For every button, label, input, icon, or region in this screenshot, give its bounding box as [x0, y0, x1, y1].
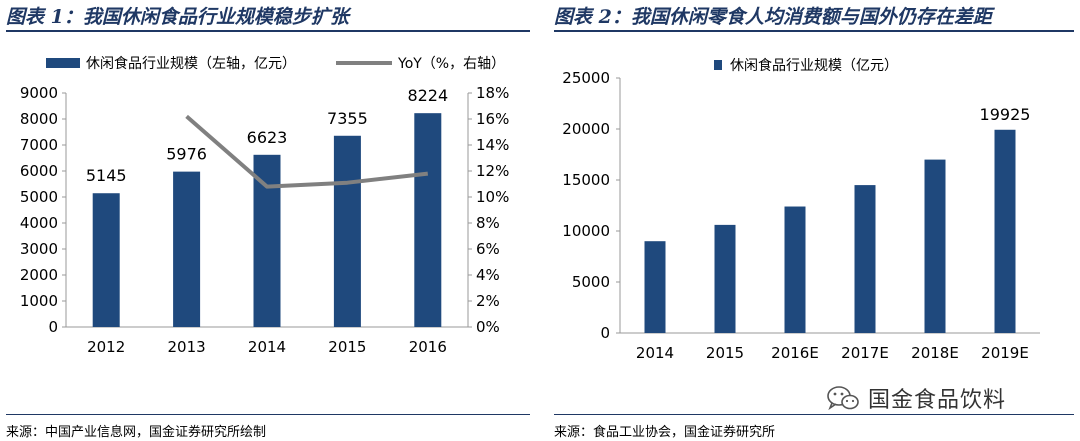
left-chart-title: 图表 1：我国休闲食品行业规模稳步扩张	[6, 6, 349, 28]
y-tick-label: 10000	[562, 222, 610, 240]
left-chart: 休闲食品行业规模（左轴，亿元） YoY（%，右轴） 0 1000 2000 3000 400…	[20, 55, 510, 356]
bar	[173, 171, 201, 327]
y2-tick-label: 0%	[476, 318, 500, 336]
right-chart: 休闲食品行业规模（亿元） 0 5000 10000 15000 20000 25000 201…	[562, 57, 1040, 362]
y-tick-label: 1000	[20, 292, 58, 310]
y2-tick-label: 18%	[476, 84, 509, 102]
x-tick-label: 2016	[409, 338, 447, 356]
right-title-rule	[554, 30, 1074, 32]
y-tick-label: 15000	[562, 171, 610, 189]
bar	[714, 224, 736, 333]
bar	[333, 135, 361, 327]
wechat-icon	[827, 386, 859, 411]
bar	[784, 206, 806, 333]
x-tick-label: 2019E	[981, 344, 1029, 362]
x-tick-label: 2014	[248, 338, 286, 356]
x-tick-label: 2015	[328, 338, 366, 356]
y-tick-label: 5000	[572, 273, 610, 291]
y-tick-label: 20000	[562, 120, 610, 138]
y-tick-label: 2000	[20, 266, 58, 284]
y2-tick-label: 10%	[476, 188, 509, 206]
y2-tick-label: 8%	[476, 214, 500, 232]
bar	[854, 185, 876, 333]
bar	[414, 113, 442, 328]
y-tick-label: 8000	[20, 110, 58, 128]
x-tick-label: 2012	[87, 338, 125, 356]
y-tick-label: 5000	[20, 188, 58, 206]
y-tick-label: 9000	[20, 84, 58, 102]
watermark-text: 国金食品饮料	[868, 388, 1007, 413]
bar-data-label: 19925	[980, 105, 1031, 124]
legend-swatch-bar	[46, 58, 80, 68]
legend-label-bar: 休闲食品行业规模（亿元）	[730, 57, 898, 74]
bar-data-label: 7355	[327, 109, 368, 128]
bar-data-label: 8224	[407, 86, 448, 105]
bar-data-label: 5976	[166, 145, 207, 164]
x-tick-label: 2018E	[911, 344, 959, 362]
left-source-note: 来源：中国产业信息网，国金证券研究所绘制	[6, 425, 267, 440]
x-tick-label: 2015	[706, 344, 744, 362]
y-tick-label: 6000	[20, 162, 58, 180]
bar	[994, 129, 1016, 333]
legend-label-bar: 休闲食品行业规模（左轴，亿元）	[86, 55, 296, 72]
watermark: 国金食品饮料	[826, 382, 1006, 414]
yoy-line	[185, 114, 429, 189]
legend-swatch-bar	[714, 60, 722, 70]
bar	[924, 159, 946, 333]
right-chart-title: 图表 2：我国休闲零食人均消费额与国外仍存在差距	[554, 6, 992, 28]
x-tick-label: 2016E	[771, 344, 819, 362]
x-tick-label: 2013	[168, 338, 206, 356]
y-tick-label: 0	[600, 324, 610, 342]
y-tick-label: 7000	[20, 136, 58, 154]
y2-tick-label: 14%	[476, 136, 509, 154]
y-tick-label: 3000	[20, 240, 58, 258]
y-tick-label: 4000	[20, 214, 58, 232]
bar-data-label: 5145	[86, 166, 127, 185]
bar-data-label: 6623	[247, 128, 288, 147]
left-source-rule	[6, 414, 530, 415]
y2-tick-label: 16%	[476, 110, 509, 128]
y2-tick-label: 2%	[476, 292, 500, 310]
y2-tick-label: 4%	[476, 266, 500, 284]
y-tick-label: 25000	[562, 69, 610, 87]
legend-label-line: YoY（%，右轴）	[397, 56, 505, 72]
x-tick-label: 2014	[636, 344, 674, 362]
y-tick-label: 0	[48, 318, 58, 336]
y2-tick-label: 6%	[476, 240, 500, 258]
bar	[253, 154, 281, 327]
x-tick-label: 2017E	[841, 344, 889, 362]
right-source-rule	[554, 414, 1074, 415]
right-source-note: 来源：食品工业协会，国金证券研究所	[554, 425, 776, 440]
left-title-rule	[6, 30, 530, 32]
bar	[644, 241, 666, 333]
y2-tick-label: 12%	[476, 162, 509, 180]
bar	[92, 193, 120, 327]
